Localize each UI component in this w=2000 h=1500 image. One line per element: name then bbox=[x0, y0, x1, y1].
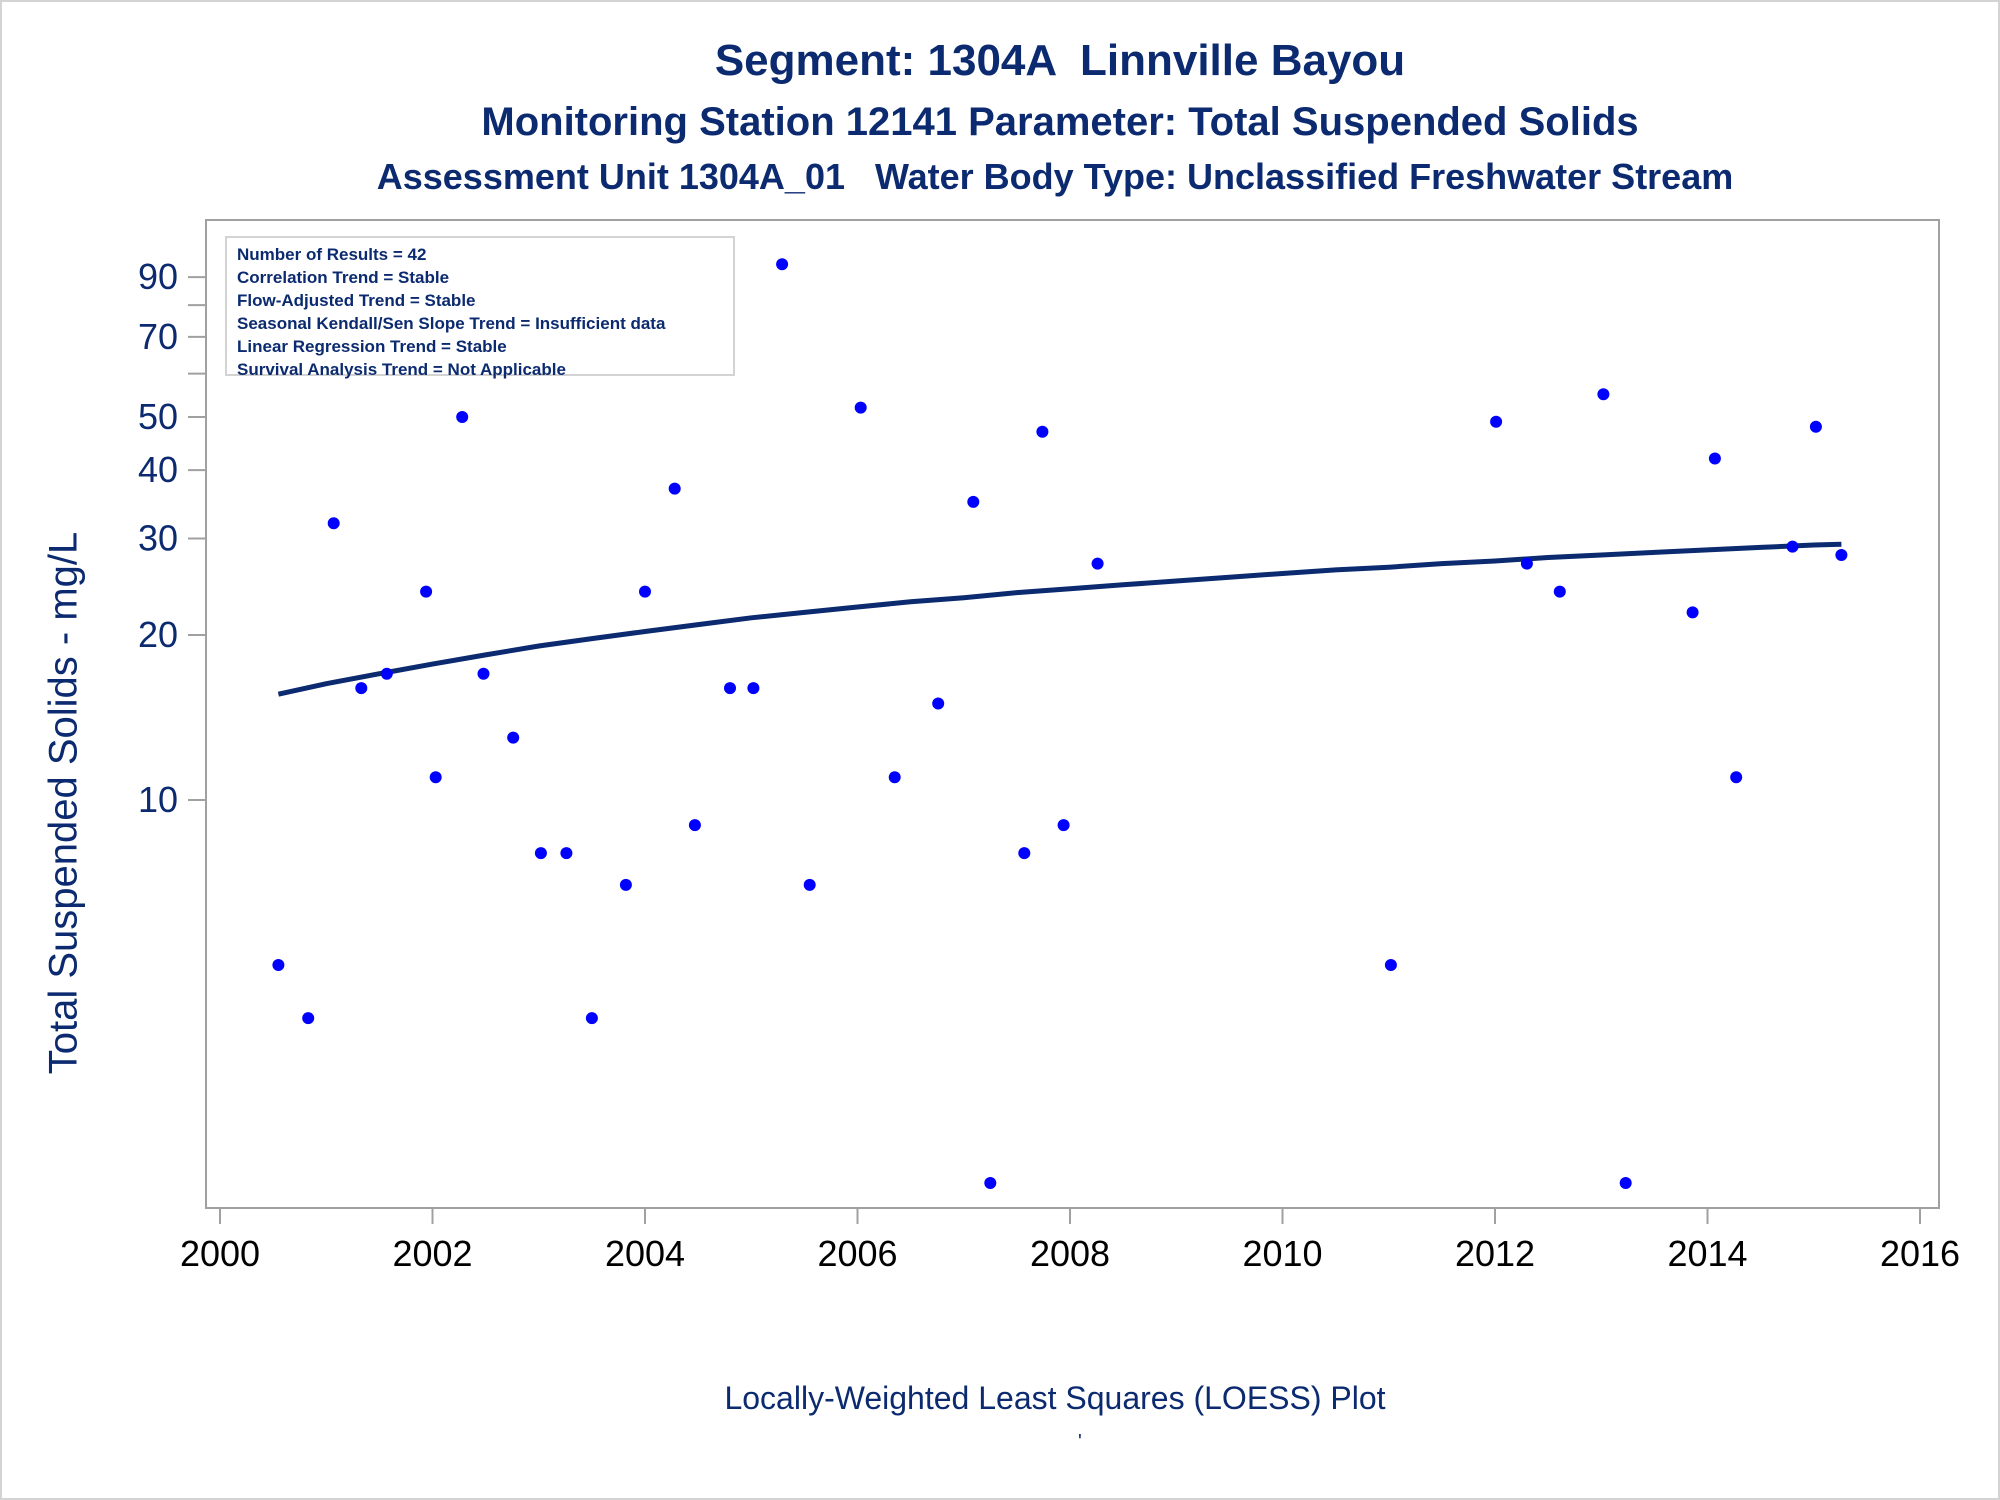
data-point bbox=[534, 847, 547, 860]
data-point bbox=[1730, 771, 1743, 784]
stat-number-of-results: Number of Results = 42 bbox=[237, 245, 427, 264]
x-tick-label: 2006 bbox=[817, 1233, 897, 1274]
data-point bbox=[507, 731, 520, 744]
x-tick-label: 2000 bbox=[180, 1233, 260, 1274]
chart-subtitle-assessment: Assessment Unit 1304A_01 Water Body Type… bbox=[376, 156, 1734, 197]
data-point bbox=[560, 847, 573, 860]
data-point bbox=[803, 878, 816, 891]
x-tick-label: 2016 bbox=[1880, 1233, 1960, 1274]
data-point bbox=[1597, 388, 1610, 401]
data-point bbox=[668, 482, 681, 495]
stat-flow-adjusted-trend: Flow-Adjusted Trend = Stable bbox=[237, 291, 476, 310]
data-point bbox=[1018, 847, 1031, 860]
axes bbox=[205, 219, 1940, 1209]
data-point bbox=[967, 495, 980, 508]
data-point bbox=[854, 401, 867, 414]
x-ticks: 2000 2002 2004 2006 2008 2010 2012 2014 2016 bbox=[180, 1208, 1960, 1274]
data-point bbox=[1490, 415, 1503, 428]
x-tick-label: 2008 bbox=[1030, 1233, 1110, 1274]
y-tick-label: 70 bbox=[138, 316, 178, 357]
x-tick-label: 2010 bbox=[1242, 1233, 1322, 1274]
data-point bbox=[1036, 425, 1049, 438]
plot-frame bbox=[205, 219, 1940, 1209]
data-point bbox=[355, 682, 368, 695]
data-point bbox=[302, 1012, 315, 1025]
data-point bbox=[272, 959, 285, 971]
data-point bbox=[619, 878, 632, 891]
x-tick-label: 2012 bbox=[1455, 1233, 1535, 1274]
data-point bbox=[456, 411, 469, 423]
stat-linear-regression-trend: Linear Regression Trend = Stable bbox=[237, 337, 507, 356]
y-tick-label: 10 bbox=[138, 779, 178, 820]
chart-title: Segment: 1304A Linnville Bayou bbox=[714, 36, 1406, 85]
data-point bbox=[1057, 819, 1070, 832]
data-point bbox=[429, 771, 442, 784]
plot-footnote: Locally-Weighted Least Squares (LOESS) P… bbox=[724, 1380, 1386, 1416]
stat-seasonal-kendall-trend: Seasonal Kendall/Sen Slope Trend = Insuf… bbox=[237, 314, 666, 333]
data-point bbox=[639, 585, 651, 598]
trend-stats-box: Number of Results = 42 Correlation Trend… bbox=[225, 236, 735, 379]
y-axis-label: Total Suspended Solids - mg/L bbox=[41, 531, 86, 1075]
data-point bbox=[420, 585, 433, 598]
y-tick-label: 20 bbox=[138, 614, 178, 655]
y-tick-label: 30 bbox=[138, 518, 178, 559]
stat-survival-analysis-trend: Survival Analysis Trend = Not Applicable bbox=[237, 360, 566, 379]
data-point bbox=[1553, 585, 1566, 598]
data-point bbox=[1619, 1177, 1632, 1189]
data-point bbox=[1091, 557, 1104, 570]
data-point bbox=[688, 819, 701, 832]
data-point bbox=[1520, 557, 1533, 570]
data-point bbox=[327, 517, 340, 530]
y-ticks: 10 20 30 40 50 70 90 bbox=[138, 256, 206, 820]
y-tick-label: 90 bbox=[138, 256, 178, 297]
data-point bbox=[888, 771, 901, 784]
data-point bbox=[1686, 606, 1699, 619]
x-tick-label: 2014 bbox=[1667, 1233, 1747, 1274]
stat-correlation-trend: Correlation Trend = Stable bbox=[237, 268, 450, 287]
y-tick-label: 40 bbox=[138, 449, 178, 490]
data-point bbox=[747, 682, 760, 695]
chart-subtitle-station: Monitoring Station 12141 Parameter: Tota… bbox=[481, 100, 1639, 144]
data-point bbox=[1835, 549, 1848, 561]
data-point bbox=[724, 682, 736, 695]
data-point bbox=[776, 258, 789, 271]
data-point bbox=[1786, 540, 1799, 553]
data-points bbox=[272, 258, 1848, 1189]
data-point bbox=[380, 667, 393, 680]
x-tick-label: 2004 bbox=[605, 1233, 685, 1274]
data-point bbox=[1384, 959, 1397, 971]
data-point bbox=[932, 697, 945, 710]
data-point bbox=[1708, 452, 1721, 465]
data-point bbox=[477, 667, 490, 680]
data-point bbox=[1809, 420, 1822, 433]
y-tick-label: 50 bbox=[138, 396, 178, 437]
loess-line bbox=[277, 541, 1842, 697]
footnote-mark: ' bbox=[1078, 1431, 1082, 1453]
data-point bbox=[984, 1177, 997, 1189]
data-point bbox=[585, 1012, 598, 1025]
x-tick-label: 2002 bbox=[392, 1233, 472, 1274]
